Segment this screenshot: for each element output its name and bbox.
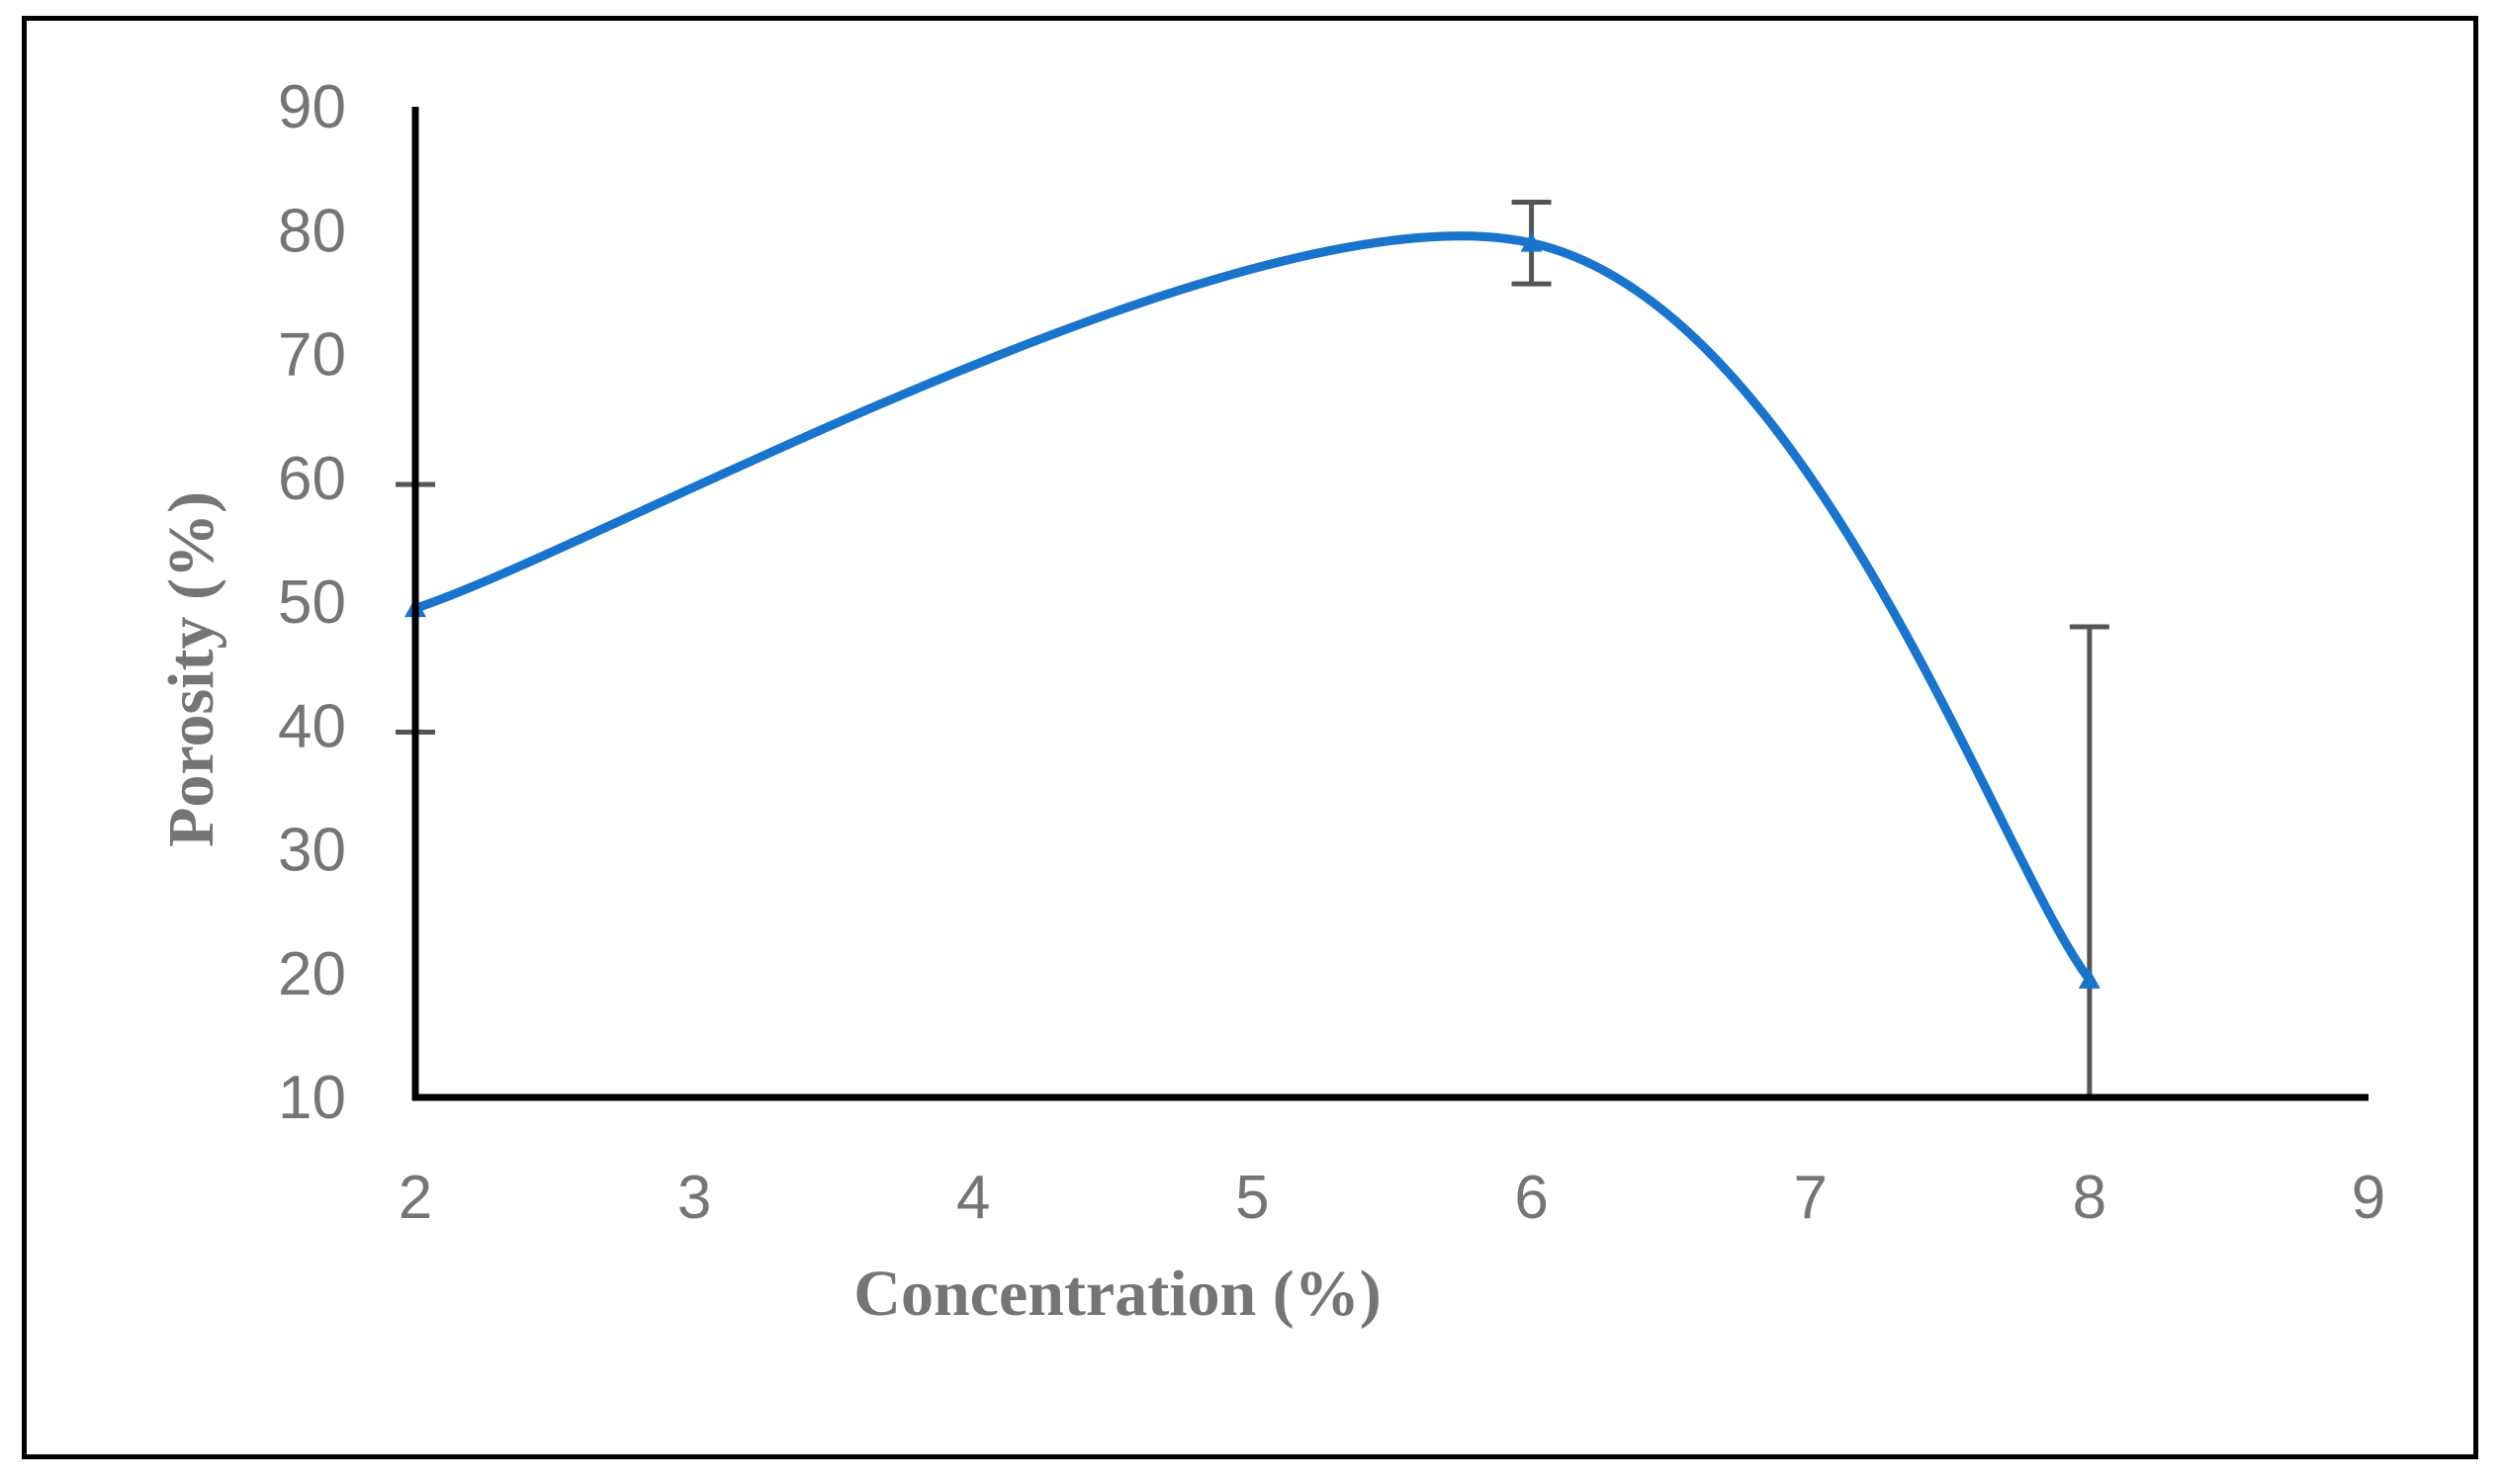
y-tick-label: 30 [278,817,346,885]
y-tick-labels: 10 20 30 40 50 60 70 80 90 [278,73,346,1132]
y-tick-label: 60 [278,445,346,513]
y-tick-label: 80 [278,197,346,265]
chart-frame [22,16,2478,1459]
x-axis-title: Concentration (%) [853,1258,1381,1330]
y-tick-label: 50 [278,568,346,637]
x-tick-label: 5 [1235,1164,1269,1232]
y-tick-label: 90 [278,73,346,141]
x-tick-label: 6 [1514,1164,1548,1232]
data-point-marker [1520,231,1543,252]
y-tick-label: 70 [278,321,346,390]
y-tick-label: 40 [278,692,346,760]
y-tick-label: 10 [278,1064,346,1132]
y-axis-title: Porosity (%) [155,491,227,847]
x-tick-label: 2 [399,1164,432,1232]
series-line-porosity [410,231,2095,985]
y-tick-label: 20 [278,940,346,1008]
x-tick-label: 7 [1793,1164,1827,1232]
x-tick-label: 9 [2352,1164,2385,1232]
data-markers [404,231,2101,989]
x-tick-label: 8 [2073,1164,2106,1232]
error-bars [396,199,2109,1097]
x-tick-label: 4 [956,1164,990,1232]
data-point-marker [2078,969,2101,989]
x-tick-label: 3 [677,1164,711,1232]
x-tick-labels: 2 3 4 5 6 7 8 9 [399,1164,2385,1232]
